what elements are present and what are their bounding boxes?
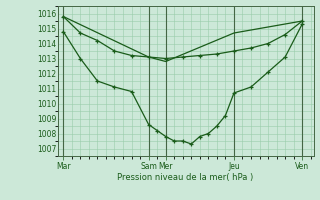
X-axis label: Pression niveau de la mer( hPa ): Pression niveau de la mer( hPa ) bbox=[117, 173, 254, 182]
